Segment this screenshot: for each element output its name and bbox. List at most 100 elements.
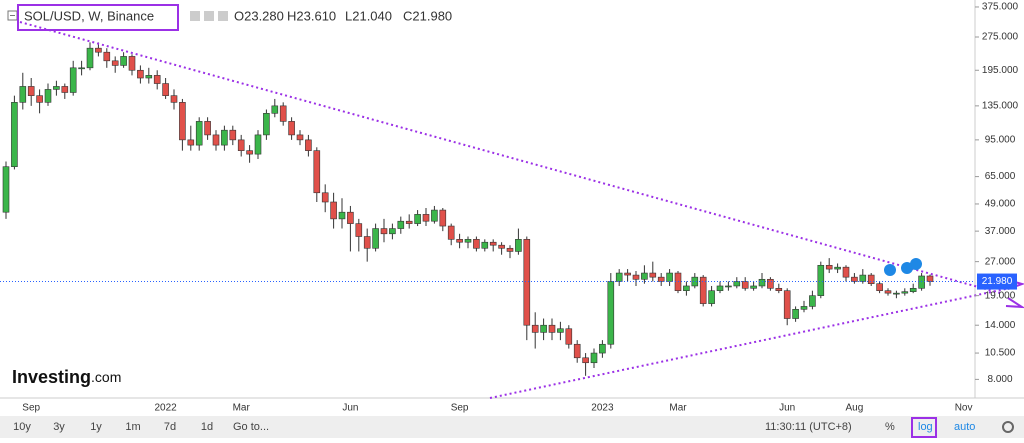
logo: Investing.com xyxy=(12,367,121,387)
candle-body xyxy=(397,220,405,229)
candle-body xyxy=(347,211,354,224)
ohlc-open: O23.280 xyxy=(234,8,284,23)
candle-body xyxy=(809,295,816,307)
candle-body xyxy=(162,83,169,96)
candle-body xyxy=(321,192,329,203)
toolbar: Go to... 11:30:11 (UTC+8) % log auto 10y… xyxy=(13,417,1014,438)
candle-body xyxy=(153,75,161,84)
x-tick-label: Jun xyxy=(342,403,358,414)
candle-body xyxy=(355,223,363,237)
candle-body xyxy=(523,239,531,326)
candle-body xyxy=(44,89,52,103)
candle-body xyxy=(27,86,35,96)
candle-body xyxy=(313,150,321,194)
candle-body xyxy=(380,228,388,235)
candle-body xyxy=(439,209,447,227)
candle-body xyxy=(95,47,102,53)
candle-body xyxy=(271,105,279,114)
candle-body xyxy=(103,51,111,62)
candle-body xyxy=(590,352,598,364)
x-tick-label: 2022 xyxy=(154,403,177,414)
settings-icon[interactable] xyxy=(1002,421,1014,433)
y-tick-label: 65.000 xyxy=(985,171,1016,182)
candle-body xyxy=(338,211,346,220)
goto[interactable]: Go to... xyxy=(233,421,269,433)
y-tick-label: 14.000 xyxy=(985,320,1016,331)
x-tick-label: Nov xyxy=(955,403,973,414)
highlight xyxy=(17,4,179,31)
candle-body xyxy=(825,264,833,270)
candle-body xyxy=(834,266,841,270)
candle-body xyxy=(36,95,43,103)
toolbar-bg xyxy=(0,416,1024,438)
candle-body xyxy=(800,306,808,310)
range-button[interactable]: 10y xyxy=(13,421,31,433)
x-tick-label: Mar xyxy=(669,403,687,414)
candle-body xyxy=(666,272,673,282)
icon[interactable] xyxy=(218,11,228,21)
candle-body xyxy=(683,285,690,291)
candle-body xyxy=(876,283,883,291)
candle-body xyxy=(893,292,900,295)
candle-body xyxy=(447,225,455,240)
candle-body xyxy=(2,166,10,213)
auto-toggle[interactable]: auto xyxy=(954,421,975,433)
candle-body xyxy=(725,285,732,288)
candle-body xyxy=(624,272,631,276)
price-label: 21.980 xyxy=(982,276,1013,287)
candle-body xyxy=(187,139,195,146)
x-tick-label: 2023 xyxy=(591,403,614,414)
range-button[interactable]: 3y xyxy=(53,421,65,433)
candle-body xyxy=(305,139,312,151)
candle-body xyxy=(506,247,514,252)
candle-body xyxy=(128,56,136,71)
candle-body xyxy=(145,75,153,79)
event-markers[interactable] xyxy=(884,258,922,276)
candle-body xyxy=(708,290,715,304)
candle-body xyxy=(296,134,304,141)
candle-body xyxy=(279,105,287,122)
range-button[interactable]: 1d xyxy=(201,421,213,433)
candle-body xyxy=(758,278,766,287)
candle-body xyxy=(431,209,438,222)
candle-body xyxy=(918,275,925,289)
highlight xyxy=(911,417,937,438)
candle-body xyxy=(78,67,85,70)
x-tick-label: Sep xyxy=(22,403,40,414)
candle-body xyxy=(615,272,623,282)
candle-body xyxy=(716,285,724,291)
candle-body xyxy=(464,239,472,243)
candle-body xyxy=(548,324,556,333)
candle-body xyxy=(607,281,615,345)
range-button[interactable]: 7d xyxy=(164,421,176,433)
candle-body xyxy=(767,278,774,289)
icon[interactable] xyxy=(190,11,200,21)
candle-body xyxy=(120,56,127,66)
percent-toggle[interactable]: % xyxy=(885,421,895,433)
candle-body xyxy=(212,134,220,146)
y-tick-label: 195.000 xyxy=(982,65,1019,76)
candle-body xyxy=(11,102,18,168)
candle-body xyxy=(699,276,707,304)
y-tick-label: 49.000 xyxy=(985,199,1016,210)
candle-body xyxy=(632,274,640,280)
log-toggle[interactable]: log xyxy=(918,421,933,433)
icon[interactable] xyxy=(204,11,214,21)
range-button[interactable]: 1y xyxy=(90,421,102,433)
candle-body xyxy=(783,290,791,319)
candle-body xyxy=(69,67,77,93)
candle-body xyxy=(389,228,396,235)
candle-body xyxy=(573,343,581,359)
x-tick-label: Jun xyxy=(779,403,795,414)
y-tick-label: 8.000 xyxy=(987,374,1012,385)
candle-body xyxy=(867,274,875,284)
candle-body xyxy=(531,324,539,333)
candle-body xyxy=(137,69,144,79)
ohlc-close: C21.980 xyxy=(403,8,452,23)
range-button[interactable]: 1m xyxy=(125,421,140,433)
candle-body xyxy=(246,150,253,155)
candle-body xyxy=(111,60,119,66)
y-tick-label: 37.000 xyxy=(985,226,1016,237)
candle-body xyxy=(229,129,237,141)
candle-body xyxy=(851,276,858,282)
